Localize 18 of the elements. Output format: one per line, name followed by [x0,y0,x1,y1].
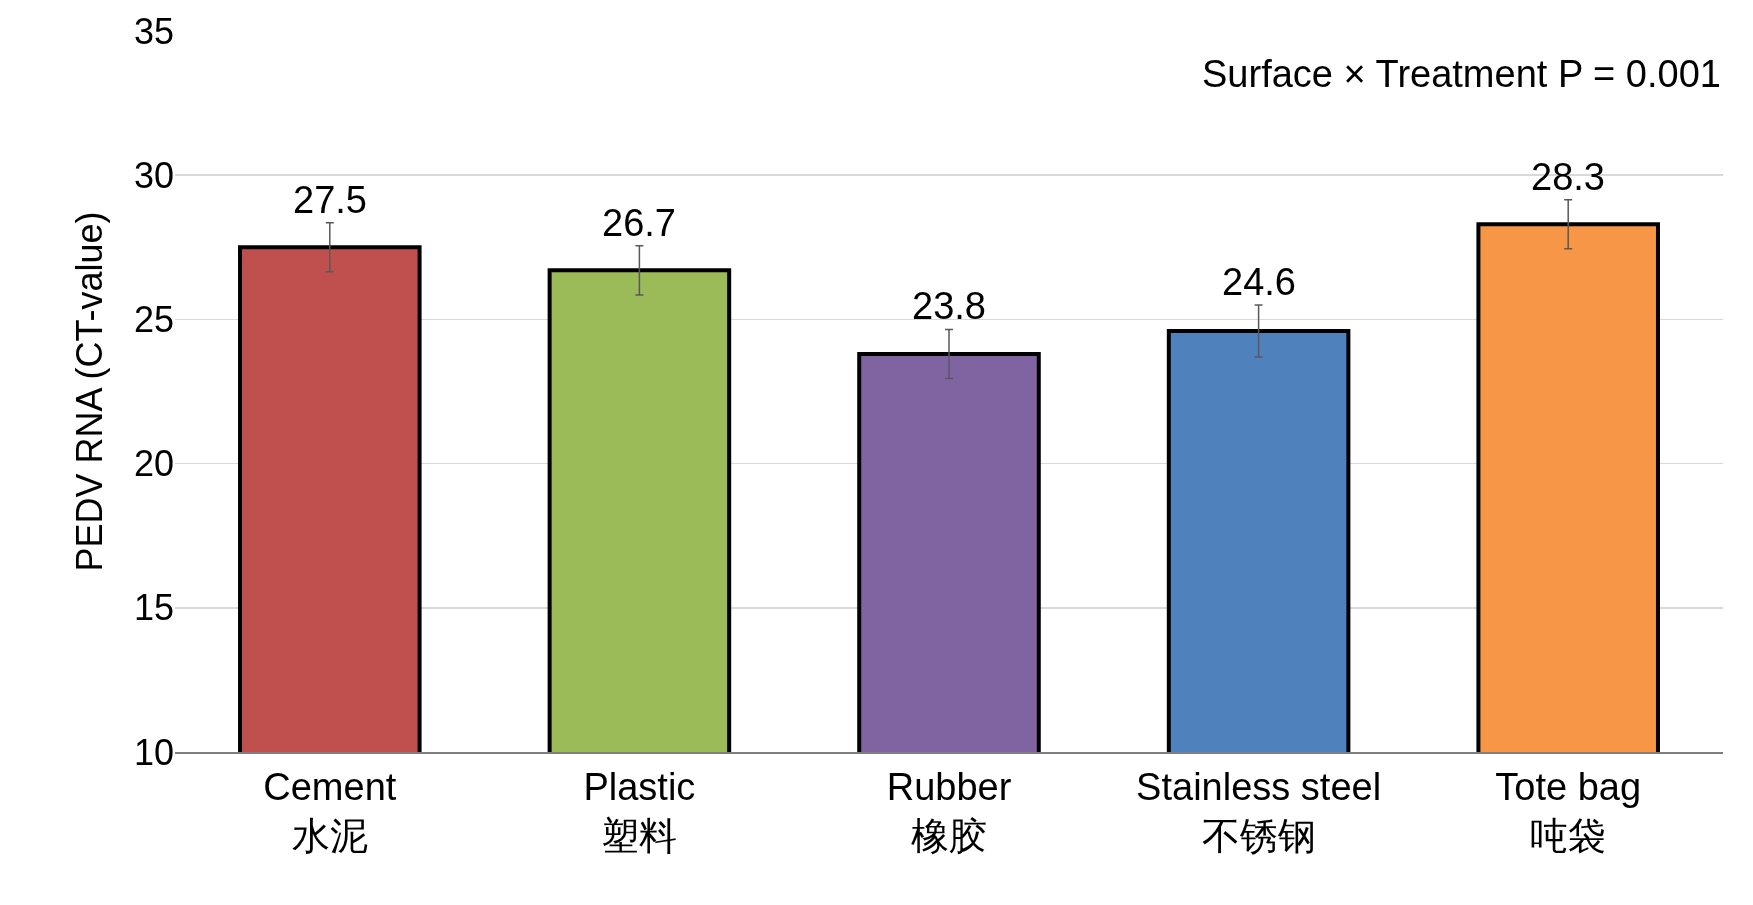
data-label: 27.5 [293,179,367,221]
y-tick-label: 15 [133,587,174,629]
x-tick-label: Cement 水泥 [263,765,397,857]
y-tick-label: 30 [133,154,174,196]
data-label: 24.6 [1222,261,1296,303]
data-label: 28.3 [1531,156,1605,198]
y-tick-label: 35 [133,10,174,52]
x-tick-label: Plastic 塑料 [583,765,696,857]
x-tick-label: Tote bag 吨袋 [1495,765,1642,857]
y-axis-title: PEDV RNA (CT-value) [68,211,110,572]
annotation: Surface × Treatment P = 0.001 [1202,53,1721,95]
y-tick-label: 25 [133,299,174,340]
x-tick-label: Rubber 橡胶 [886,765,1012,857]
y-tick-label: 10 [133,731,174,773]
x-tick-label: Stainless steel 不锈钢 [1136,765,1382,857]
data-label: 26.7 [602,202,676,244]
y-tick-label: 20 [133,443,174,485]
data-label: 23.8 [912,285,986,327]
